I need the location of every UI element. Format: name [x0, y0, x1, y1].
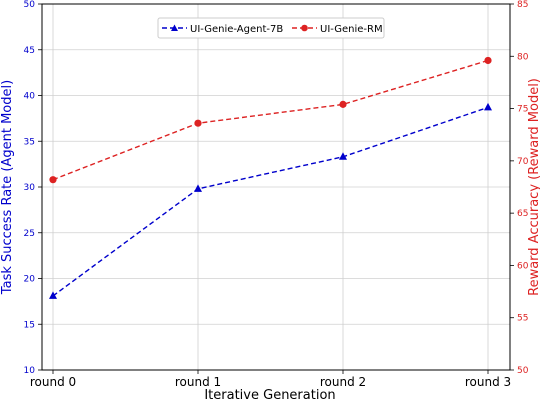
left-tick-label: 10: [24, 366, 36, 376]
right-tick-label: 85: [517, 0, 528, 10]
data-point-circle: [194, 119, 202, 127]
left-tick-label: 20: [24, 275, 36, 285]
right-axis-ticks: 50 55 60 65 70 75 80 85: [510, 0, 529, 376]
left-tick-label: 25: [24, 229, 35, 239]
right-tick-label: 75: [517, 105, 528, 115]
right-tick-label: 80: [517, 52, 529, 62]
legend-triangle-marker: [171, 24, 178, 31]
x-tick-label: round 1: [175, 375, 221, 389]
data-point-triangle: [49, 291, 57, 299]
left-axis-ticks: 10 15 20 25 30 35 40 45 50: [24, 0, 42, 376]
right-tick-label: 60: [517, 261, 529, 271]
data-point-triangle: [194, 184, 202, 192]
data-point-circle: [49, 176, 57, 184]
right-tick-label: 50: [517, 366, 529, 376]
left-axis-label: Task Success Rate (Agent Model): [0, 80, 15, 295]
legend-label-agent: UI-Genie-Agent-7B: [190, 24, 283, 35]
right-tick-label: 65: [517, 209, 528, 219]
left-tick-label: 15: [24, 320, 35, 330]
x-axis-ticks: round 0 round 1 round 2 round 3: [30, 370, 511, 389]
series-line-agent: [52, 106, 489, 297]
data-point-triangle: [484, 102, 492, 111]
x-tick-label: round 0: [30, 375, 76, 389]
x-tick-label: round 3: [465, 375, 511, 389]
data-point-circle: [339, 100, 347, 108]
series-layer: [49, 56, 492, 299]
left-tick-label: 45: [24, 46, 35, 56]
x-axis-label: Iterative Generation: [204, 388, 335, 401]
legend-label-rm: UI-Genie-RM: [320, 24, 383, 35]
left-tick-label: 50: [24, 0, 36, 10]
left-tick-label: 35: [24, 137, 35, 147]
data-point-triangle: [339, 152, 347, 160]
right-tick-label: 55: [517, 314, 528, 324]
x-tick-label: round 2: [320, 375, 366, 389]
grid-lines: [42, 3, 510, 371]
left-tick-label: 40: [24, 92, 36, 102]
legend: UI-Genie-Agent-7B UI-Genie-RM: [157, 17, 385, 39]
right-axis-label: Reward Accuracy (Reward Model): [527, 78, 540, 296]
data-point-circle: [484, 56, 492, 65]
left-tick-label: 30: [24, 183, 36, 193]
legend-circle-marker: [301, 24, 308, 32]
series-line-rm: [52, 59, 489, 181]
right-tick-label: 70: [517, 157, 529, 167]
legend-box: [157, 17, 385, 39]
